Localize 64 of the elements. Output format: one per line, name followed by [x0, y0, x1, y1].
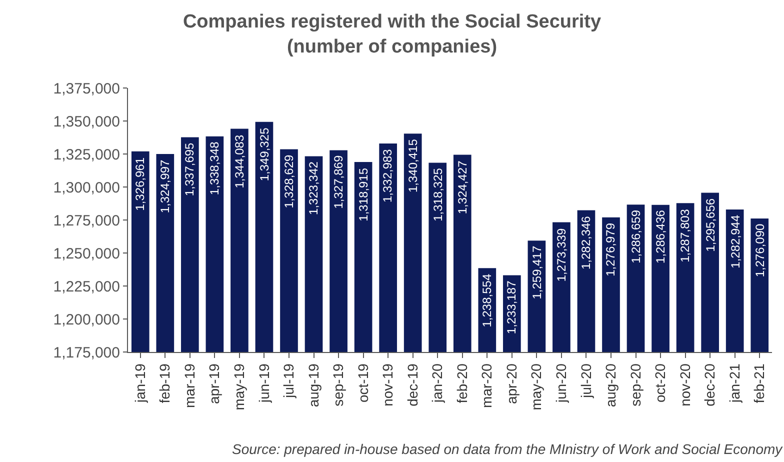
data-label: 1,328,629 — [282, 154, 296, 208]
x-tick-label: jun-19 — [256, 363, 272, 404]
y-tick-label: 1,225,000 — [53, 278, 120, 296]
data-label: 1,318,325 — [430, 168, 445, 222]
x-tick-label: sep-20 — [627, 363, 644, 406]
data-label: 1,282,346 — [578, 216, 593, 270]
y-tick-label: 1,175,000 — [53, 344, 120, 362]
data-label: 1,349,325 — [257, 127, 272, 182]
x-tick-label: mar-20 — [478, 363, 495, 408]
data-label: 1,287,803 — [678, 208, 692, 262]
data-label: 1,273,339 — [554, 228, 568, 282]
x-tick-label: jan-21 — [726, 363, 742, 404]
x-tick-label: apr-20 — [503, 363, 520, 404]
chart-title: Companies registered with the Social Security — [182, 12, 602, 33]
x-tick-label: feb-21 — [751, 363, 768, 404]
data-label: 1,338,348 — [207, 141, 222, 196]
x-tick-label: aug-20 — [602, 363, 619, 408]
x-tick-label: mar-19 — [181, 363, 198, 408]
data-label: 1,286,436 — [654, 210, 668, 264]
y-tick-label: 1,375,000 — [53, 80, 120, 98]
x-tick-label: apr-19 — [206, 363, 222, 404]
data-label: 1,326,961 — [132, 157, 147, 211]
data-label: 1,332,983 — [380, 148, 395, 203]
x-tick-label: jul-19 — [280, 363, 297, 399]
data-label: 1,233,187 — [504, 280, 519, 334]
x-tick-label: dec-20 — [702, 363, 718, 406]
y-tick-label: 1,300,000 — [53, 179, 120, 196]
data-label: 1,276,090 — [753, 223, 768, 278]
x-tick-label: nov-19 — [380, 363, 396, 406]
x-tick-label: nov-20 — [676, 363, 693, 406]
data-label: 1,324,997 — [158, 159, 172, 214]
x-tick-label: sep-19 — [330, 363, 346, 406]
data-label: 1,238,554 — [480, 274, 494, 328]
y-tick-label: 1,200,000 — [53, 311, 120, 328]
y-tick-label: 1,350,000 — [53, 113, 120, 130]
x-tick-label: may-19 — [231, 363, 248, 410]
data-label: 1,340,415 — [406, 138, 420, 192]
x-tick-label: jul-20 — [578, 363, 594, 399]
data-label: 1,282,944 — [728, 214, 742, 268]
data-label: 1,259,417 — [530, 246, 544, 300]
x-tick-label: feb-19 — [156, 363, 173, 404]
x-tick-label: jan-20 — [429, 363, 446, 404]
x-tick-label: aug-19 — [305, 363, 322, 408]
data-label: 1,337,695 — [182, 142, 197, 196]
x-tick-label: feb-20 — [454, 363, 470, 404]
x-tick-label: oct-19 — [354, 363, 371, 403]
data-label: 1,323,342 — [306, 161, 321, 215]
x-tick-label: oct-20 — [652, 363, 668, 403]
chart-subtitle: (number of companies) — [286, 36, 498, 58]
data-label: 1,318,915 — [356, 168, 370, 222]
y-tick-label: 1,325,000 — [53, 146, 120, 164]
data-label: 1,324,427 — [456, 160, 470, 214]
data-label: 1,286,659 — [629, 210, 644, 264]
y-tick-label: 1,275,000 — [53, 212, 120, 230]
data-label: 1,295,656 — [703, 198, 718, 252]
x-tick-label: jun-20 — [553, 363, 570, 404]
data-label: 1,327,869 — [331, 155, 346, 209]
x-tick-label: dec-19 — [404, 363, 420, 406]
data-label: 1,276,979 — [604, 222, 618, 276]
x-tick-label: jan-19 — [132, 363, 148, 404]
source-note: Source: prepared in-house based on data from the MInistry of Work and Social Economy — [232, 441, 784, 457]
y-tick-label: 1,250,000 — [53, 245, 120, 262]
data-label: 1,344,083 — [232, 134, 247, 188]
x-tick-label: may-20 — [528, 363, 544, 410]
